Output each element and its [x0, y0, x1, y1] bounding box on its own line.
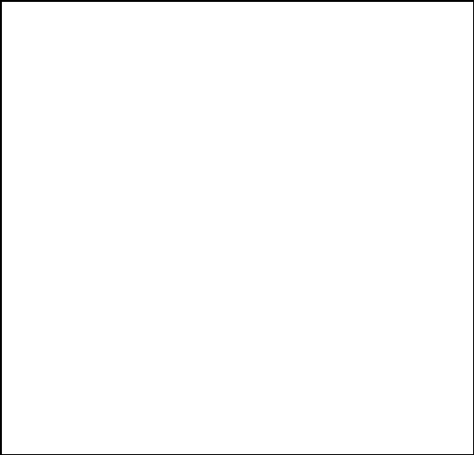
Text: hept: hept [36, 179, 63, 189]
Text: (C,H): (C,H) [408, 95, 438, 105]
Text: Aldeído:: Aldeído: [299, 227, 348, 237]
Text: 2 duplas: dien: 2 duplas: dien [182, 158, 265, 168]
Text: 2 C =: 2 C = [5, 94, 39, 104]
Text: prop: prop [36, 111, 63, 121]
Text: C: C [426, 172, 434, 182]
Text: O: O [421, 334, 429, 344]
Text: 5 C =: 5 C = [5, 145, 39, 155]
Text: oct: oct [36, 196, 54, 206]
Text: C: C [409, 255, 417, 265]
Text: Sufixo: Sufixo [301, 7, 345, 20]
Text: 9C =: 9C = [5, 213, 36, 223]
Text: undec: undec [5, 264, 41, 274]
Text: en: en [234, 143, 248, 153]
Text: 3 C =: 3 C = [5, 111, 39, 121]
Text: O: O [437, 400, 445, 410]
Text: hex: hex [36, 162, 57, 172]
Text: pent: pent [36, 145, 63, 155]
Text: 11 C =: 11 C = [5, 247, 43, 257]
Text: 7 C =: 7 C = [5, 179, 40, 189]
Text: ona: ona [313, 320, 334, 330]
Text: et: et [36, 94, 48, 104]
Text: al: al [318, 245, 329, 255]
Text: 4 C =: 4 C = [5, 128, 40, 138]
Text: 3 duplas: trien: 3 duplas: trien [182, 173, 268, 183]
Text: R: R [389, 415, 397, 425]
Text: o: o [320, 102, 327, 112]
Text: Ácido carboxílico:: Ácido carboxílico: [274, 398, 373, 408]
Text: non: non [30, 213, 53, 223]
Text: Insaturadas: Insaturadas [156, 120, 227, 130]
Text: enin: enin [221, 253, 246, 263]
Text: Saturadas (ligações
simples) =: Saturadas (ligações simples) = [133, 90, 250, 113]
Text: 1 dupla e 1 tripla:: 1 dupla e 1 tripla: [118, 253, 227, 263]
Text: met: met [36, 77, 59, 87]
Text: 3 triplas: triin: 3 triplas: triin [182, 225, 263, 235]
Text: C: C [421, 350, 429, 360]
Text: Prefixo: Prefixo [29, 7, 79, 20]
Text: oico: oico [311, 417, 336, 427]
Text: 2 triplas: diin: 2 triplas: diin [182, 211, 260, 221]
Text: H: H [429, 270, 437, 280]
Text: an: an [213, 102, 228, 112]
Text: dec: dec [41, 230, 62, 240]
Text: Hidrocarboneto:: Hidrocarboneto: [275, 83, 372, 93]
Text: 6 C =: 6 C = [5, 162, 39, 172]
Text: 8 C =: 8 C = [5, 196, 39, 206]
Text: Saturação da cadeia: Saturação da cadeia [131, 44, 251, 54]
Text: but: but [36, 128, 55, 138]
Text: Intermediário: Intermediário [143, 7, 239, 20]
Text: Função: Função [302, 44, 344, 54]
Text: ol: ol [318, 161, 329, 171]
Text: O: O [431, 239, 439, 249]
Text: Grupo
funcional: Grupo funcional [396, 38, 450, 61]
Text: in: in [235, 197, 246, 207]
Text: OH: OH [433, 430, 449, 440]
Text: OH: OH [422, 148, 438, 158]
Text: 10 C =: 10 C = [5, 230, 47, 240]
Text: 1 tripla:: 1 tripla: [186, 197, 237, 207]
Text: C: C [414, 415, 422, 425]
Text: Álcool:: Álcool: [303, 143, 344, 153]
Text: 1 dupla:: 1 dupla: [186, 143, 238, 153]
Text: Número
de
carbonos: Número de carbonos [27, 31, 81, 67]
Bar [0, 0, 372, 28]
Text: Cetona:: Cetona: [301, 302, 346, 312]
Text: R₂: R₂ [447, 350, 458, 359]
Text: 1 C =: 1 C = [5, 77, 39, 87]
Text: R₁: R₁ [390, 350, 401, 359]
